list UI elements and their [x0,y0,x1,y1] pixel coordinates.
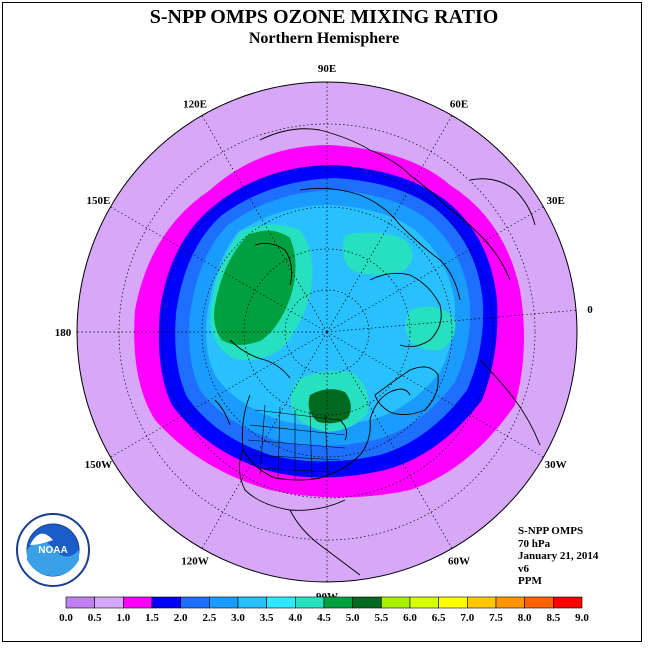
meridian-line [326,115,453,333]
info-version: v6 [518,562,529,575]
colorbar-swatch [123,596,153,609]
longitude-label: 90E [318,63,336,75]
colorbar-tick-label: 5.0 [346,612,360,624]
colorbar-tick-label: 0.5 [88,612,102,624]
colorbar-swatch [495,596,525,609]
info-level: 70 hPa [518,537,551,550]
longitude-label: 60E [450,98,468,110]
noaa-logo-text: NOAA [38,545,67,556]
colorbar-swatch [180,596,210,609]
colorbar-swatch [467,596,497,609]
longitude-label: 0 [587,304,593,316]
colorbar-tick-label: 4.5 [317,612,331,624]
colorbar-tick-label: 6.5 [432,612,446,624]
contour-4p0-band-europe [405,306,456,351]
longitude-label: 30W [545,459,567,471]
colorbar-tick-label: 5.5 [374,612,388,624]
colorbar-swatch [65,596,95,609]
colorbar-tick-label: 3.5 [260,612,274,624]
longitude-label: 120W [181,556,209,568]
colorbar-swatch [553,596,583,609]
longitude-label: 60W [448,556,470,568]
colorbar-tick-label: 2.0 [174,612,188,624]
map-title: S-NPP OMPS OZONE MIXING RATIO [149,6,499,28]
meridian-line [201,115,328,333]
info-date: January 21, 2014 [518,550,599,562]
meridian-line [110,206,328,333]
colorbar-swatch [237,596,267,609]
colorbar-tick-label: 3.0 [231,612,245,624]
meridian-line [201,331,328,549]
state-boundaries [247,404,346,481]
info-instrument: S-NPP OMPS [518,525,584,537]
colorbar-swatch [323,596,353,609]
meridian-line [326,206,544,333]
figure-frame [2,2,642,642]
colorbar-swatch [409,596,439,609]
contour-4p5-band-canada [308,389,351,424]
colorbar-tick-label: 9.0 [575,612,589,624]
info-units: PPM [518,575,542,587]
longitude-label: 120E [183,98,207,110]
colorbar: 0.0 0.5 1.0 1.5 2.0 2.5 3.0 3.5 4.0 4.5 5.0 5.5 6.0 6… [59,596,589,624]
colorbar-swatch [352,596,382,609]
colorbar-tick-label: 1.5 [145,612,159,624]
info-block: S-NPP OMPS 70 hPa January 21, 2014 v6 PP… [518,525,598,588]
colorbar-swatch [94,596,124,609]
noaa-logo: NOAA [16,513,90,587]
map-subtitle: Northern Hemisphere [248,30,400,47]
colorbar-tick-label: 2.5 [202,612,216,624]
colorbar-swatch [151,596,181,609]
meridian-line [326,309,577,333]
longitude-label: 30E [546,195,564,207]
colorbar-swatch [209,596,239,609]
colorbar-tick-label: 7.5 [489,612,503,624]
contour-4p5-band-west [214,230,296,345]
colorbar-swatch [295,596,325,609]
coastlines [214,128,541,576]
colorbar-tick-label: 4.0 [288,612,302,624]
colorbar-tick-label: 8.5 [546,612,560,624]
longitude-labels: 030E60E90E120E150E180150W120W90W60W30W [55,63,593,603]
colorbar-swatch [381,596,411,609]
longitude-label: 150E [86,195,110,207]
colorbar-tick-label: 0.0 [59,612,73,624]
longitude-label: 180 [55,327,72,339]
colorbar-tick-label: 8.0 [518,612,532,624]
meridian-line [326,331,453,549]
colorbar-tick-label: 7.0 [460,612,474,624]
colorbar-swatch [438,596,468,609]
colorbar-swatch [266,596,296,609]
meridian-line [110,331,328,458]
colorbar-tick-label: 6.0 [403,612,417,624]
longitude-label: 150W [85,459,113,471]
contour-4p0-band-east [342,232,413,275]
colorbar-tick-label: 1.0 [116,612,130,624]
colorbar-swatch [524,596,554,609]
